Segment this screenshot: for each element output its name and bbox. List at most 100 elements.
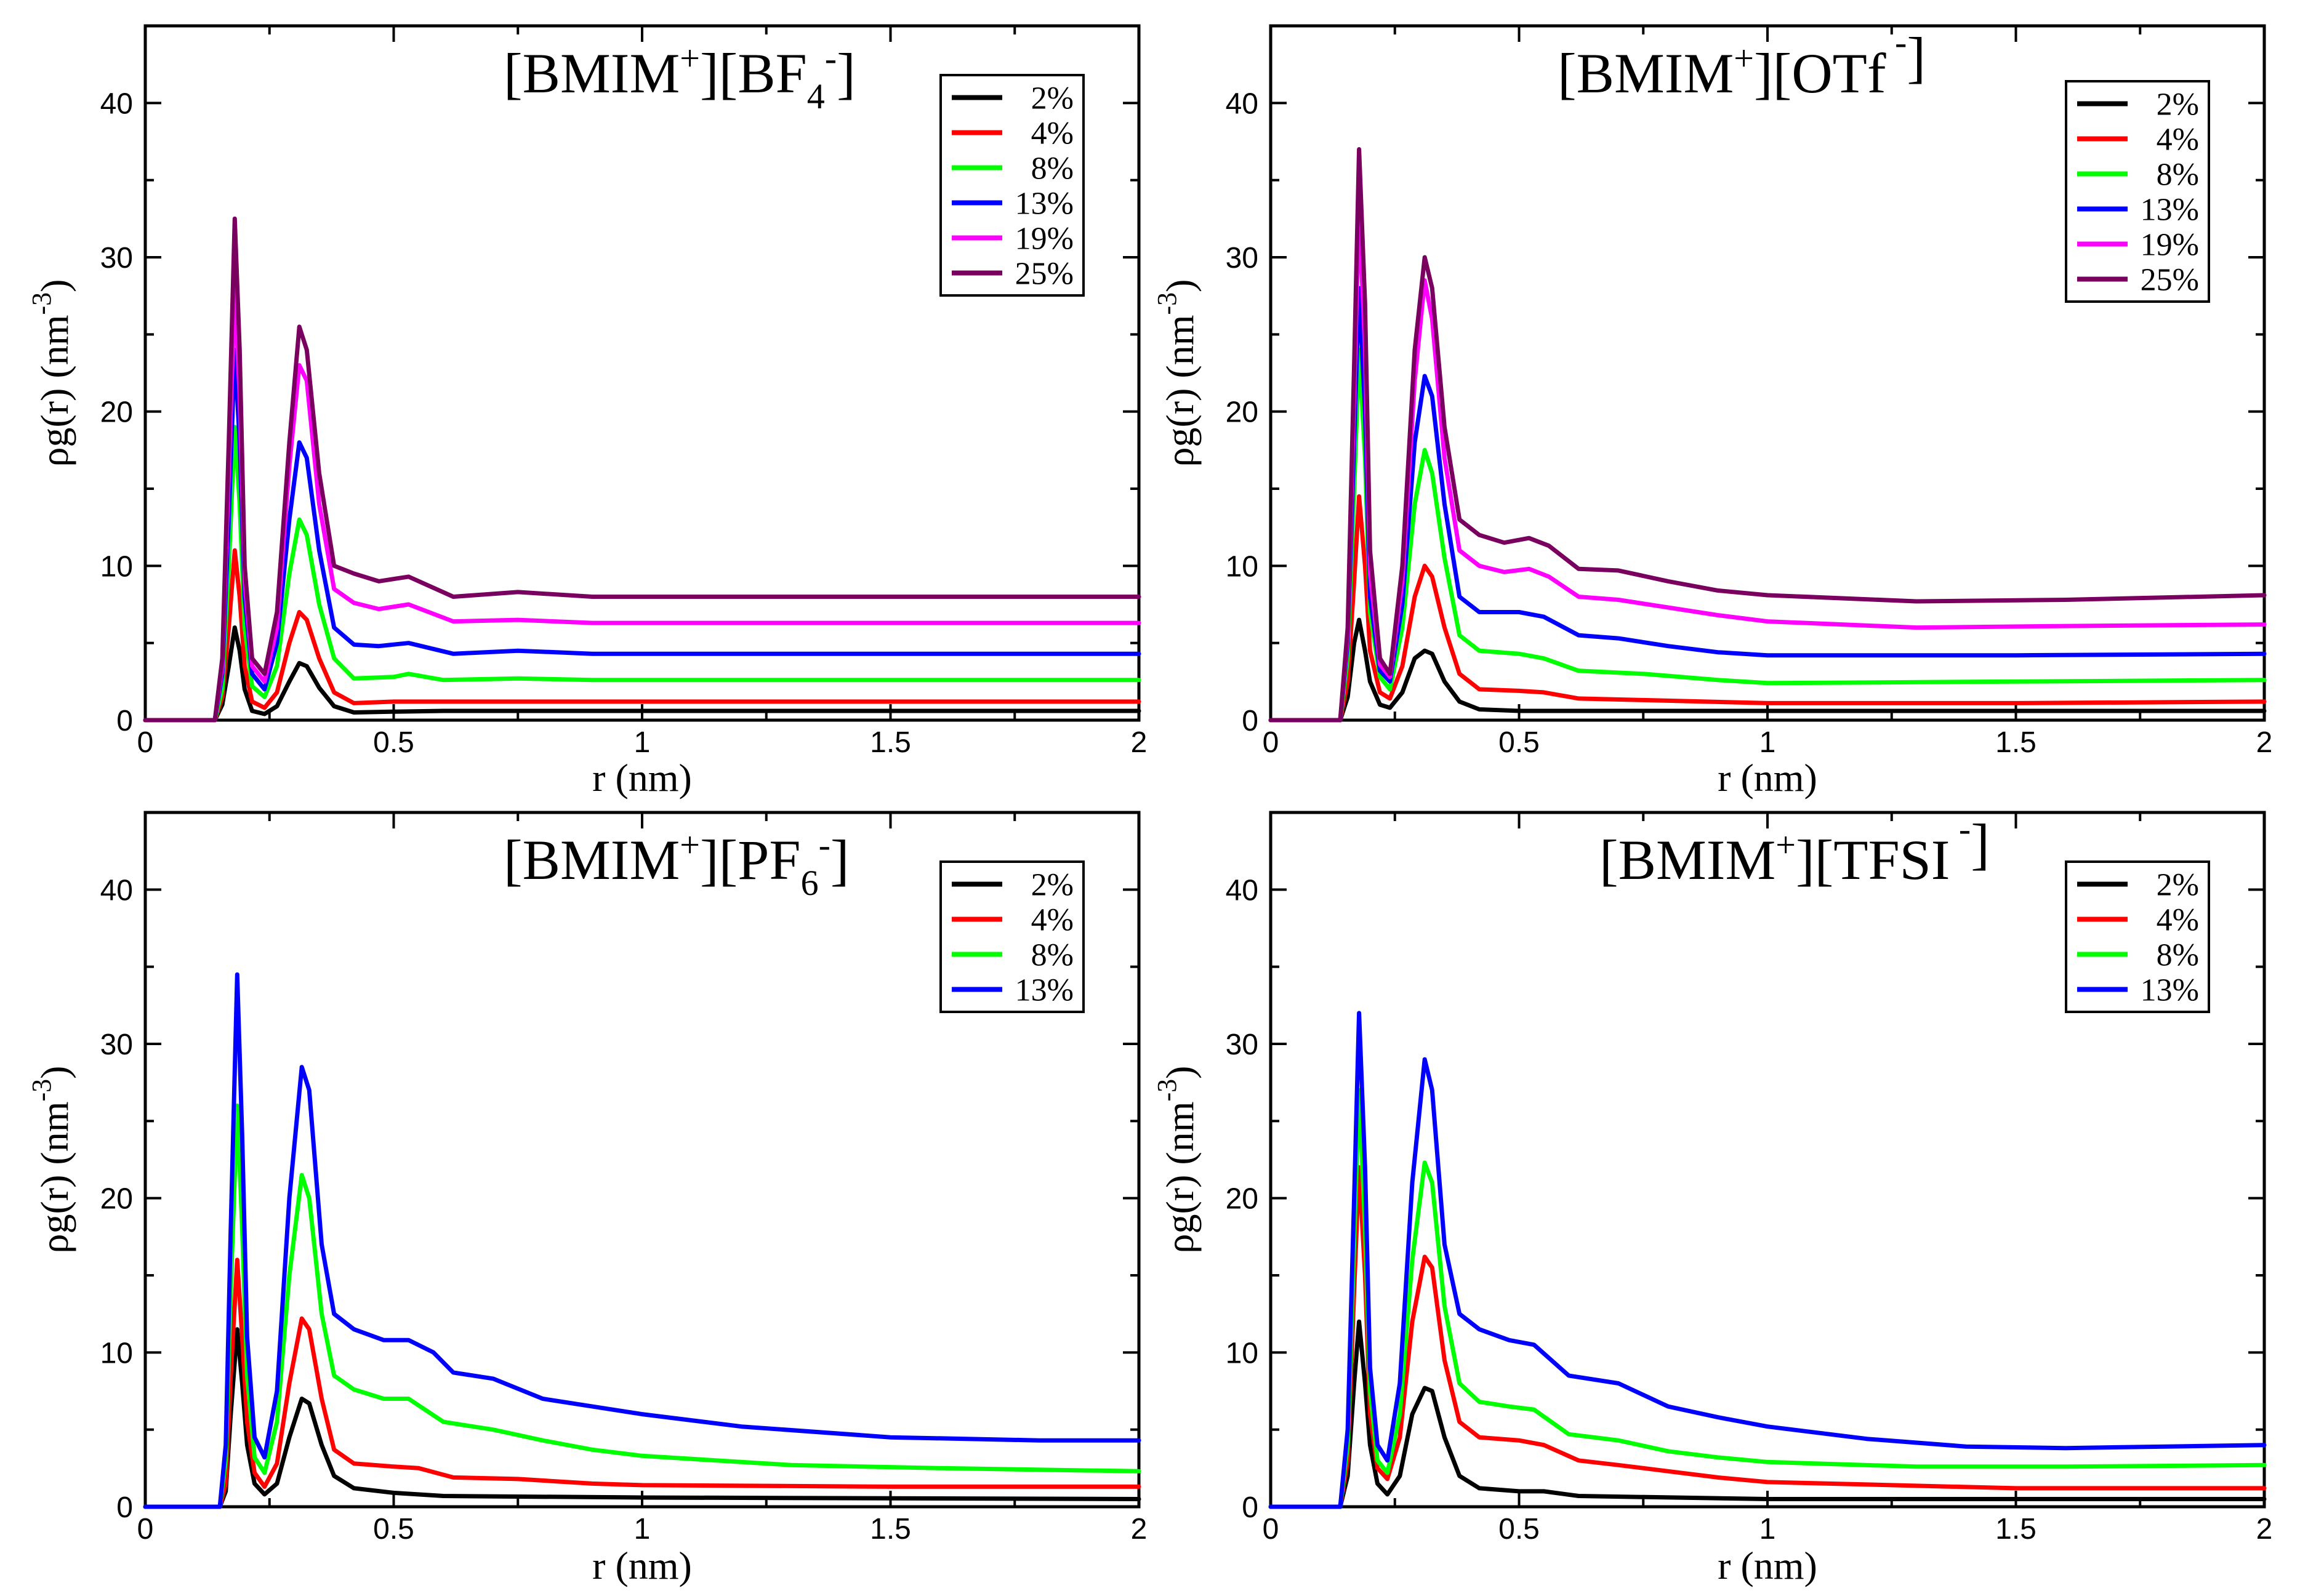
y-tick-label: 10 (1226, 550, 1258, 583)
series-line-4pct (1268, 1165, 2267, 1509)
y-tick-label: 30 (100, 242, 133, 275)
legend-box (939, 74, 1085, 297)
x-axis-label: r (nm) (592, 756, 692, 800)
y-tick-label: 10 (100, 550, 133, 583)
series-lines (1268, 1011, 2267, 1509)
x-tick-label: 2 (2256, 1513, 2273, 1546)
x-tick-label: 0 (1263, 726, 1279, 759)
x-tick-label: 1 (634, 1513, 651, 1546)
legend-label: 2% (1031, 868, 1074, 903)
legend-label: 4% (2157, 903, 2199, 938)
series-lines (143, 216, 1141, 723)
x-axis-label: r (nm) (592, 1544, 692, 1587)
x-tick-label: 0.5 (1498, 726, 1540, 759)
series-line-2pct (1268, 617, 2267, 723)
legend: 2%4%8%13%19%25% (2065, 80, 2210, 303)
legend-label: 13% (1015, 186, 1074, 222)
y-tick-label: 0 (1242, 705, 1258, 737)
series-line-4pct (143, 548, 1141, 723)
x-tick-label: 0 (137, 1513, 154, 1546)
series-line-13pct (1268, 1011, 2267, 1509)
panel-title: [BMIM+][BF4-] (504, 38, 856, 116)
y-axis-label: ρg(r) (nm-3) (1152, 1066, 1202, 1254)
series-line-8pct (143, 1103, 1141, 1509)
x-tick-label: 0 (1263, 1513, 1279, 1546)
series-line-8pct (1268, 1088, 2267, 1509)
legend-label: 8% (1031, 938, 1074, 973)
legend-box (2065, 860, 2210, 1013)
y-tick-label: 10 (100, 1337, 133, 1369)
legend-label: 2% (2157, 87, 2199, 122)
legend: 2%4%8%13%19%25% (939, 74, 1085, 297)
y-tick-label: 40 (1226, 87, 1258, 120)
legend-label: 4% (2157, 122, 2199, 158)
series-line-4pct (143, 1257, 1141, 1509)
legend-box (939, 860, 1085, 1013)
y-axis-label: ρg(r) (nm-3) (26, 279, 76, 467)
panel-title: [BMIM+][OTf -] (1558, 22, 1926, 105)
x-tick-label: 1.5 (1995, 726, 2037, 759)
panel-title: [BMIM+][PF6-] (504, 825, 850, 903)
y-tick-label: 30 (1226, 1029, 1258, 1061)
x-tick-label: 1.5 (870, 726, 911, 759)
legend-label: 13% (2141, 193, 2199, 228)
legend-label: 25% (1015, 257, 1074, 292)
y-tick-label: 40 (1226, 874, 1258, 907)
legend-label: 13% (1015, 973, 1074, 1008)
legend-box (2065, 80, 2210, 303)
series-line-2pct (143, 1327, 1141, 1509)
series-line-8pct (143, 425, 1141, 723)
x-tick-label: 2 (2256, 726, 2273, 759)
legend-label: 4% (1031, 903, 1074, 938)
series-line-4pct (1268, 494, 2267, 723)
y-tick-label: 20 (100, 396, 133, 429)
series-line-13pct (143, 972, 1141, 1509)
legend-label: 8% (2157, 158, 2199, 193)
y-tick-label: 30 (100, 1029, 133, 1061)
x-tick-label: 1 (634, 726, 651, 759)
x-tick-label: 0.5 (373, 1513, 414, 1546)
x-tick-label: 0 (137, 726, 154, 759)
legend-label: 8% (2157, 938, 2199, 973)
y-tick-label: 10 (1226, 1337, 1258, 1369)
x-tick-label: 1 (1759, 726, 1776, 759)
series-lines (1268, 147, 2267, 723)
x-axis-label: r (nm) (1718, 756, 1817, 800)
y-tick-label: 0 (116, 705, 133, 737)
y-tick-label: 0 (116, 1491, 133, 1524)
legend: 2%4%8%13% (2065, 860, 2210, 1013)
legend-label: 19% (1015, 222, 1074, 257)
panel-title: [BMIM+][TFSI -] (1599, 809, 1990, 891)
x-tick-label: 1.5 (1995, 1513, 2037, 1546)
y-tick-label: 20 (1226, 396, 1258, 429)
series-line-25pct (143, 216, 1141, 723)
y-tick-label: 40 (100, 87, 133, 120)
y-tick-label: 30 (1226, 242, 1258, 275)
y-axis-label: ρg(r) (nm-3) (26, 1066, 76, 1254)
series-line-19pct (1268, 209, 2267, 723)
x-tick-label: 1 (1759, 1513, 1776, 1546)
x-axis-label: r (nm) (1718, 1544, 1817, 1587)
y-tick-label: 20 (100, 1183, 133, 1216)
x-tick-label: 2 (1131, 1513, 1148, 1546)
series-lines (143, 972, 1141, 1509)
y-axis-label: ρg(r) (nm-3) (1152, 279, 1202, 467)
series-line-2pct (1268, 1319, 2267, 1509)
x-tick-label: 2 (1131, 726, 1148, 759)
series-line-2pct (143, 625, 1141, 723)
legend-label: 2% (2157, 868, 2199, 903)
y-tick-label: 0 (1242, 1491, 1258, 1524)
legend-label: 8% (1031, 151, 1074, 186)
legend-label: 2% (1031, 81, 1074, 116)
x-tick-label: 0.5 (1498, 1513, 1540, 1546)
legend-label: 13% (2141, 973, 2199, 1008)
x-tick-label: 0.5 (373, 726, 414, 759)
